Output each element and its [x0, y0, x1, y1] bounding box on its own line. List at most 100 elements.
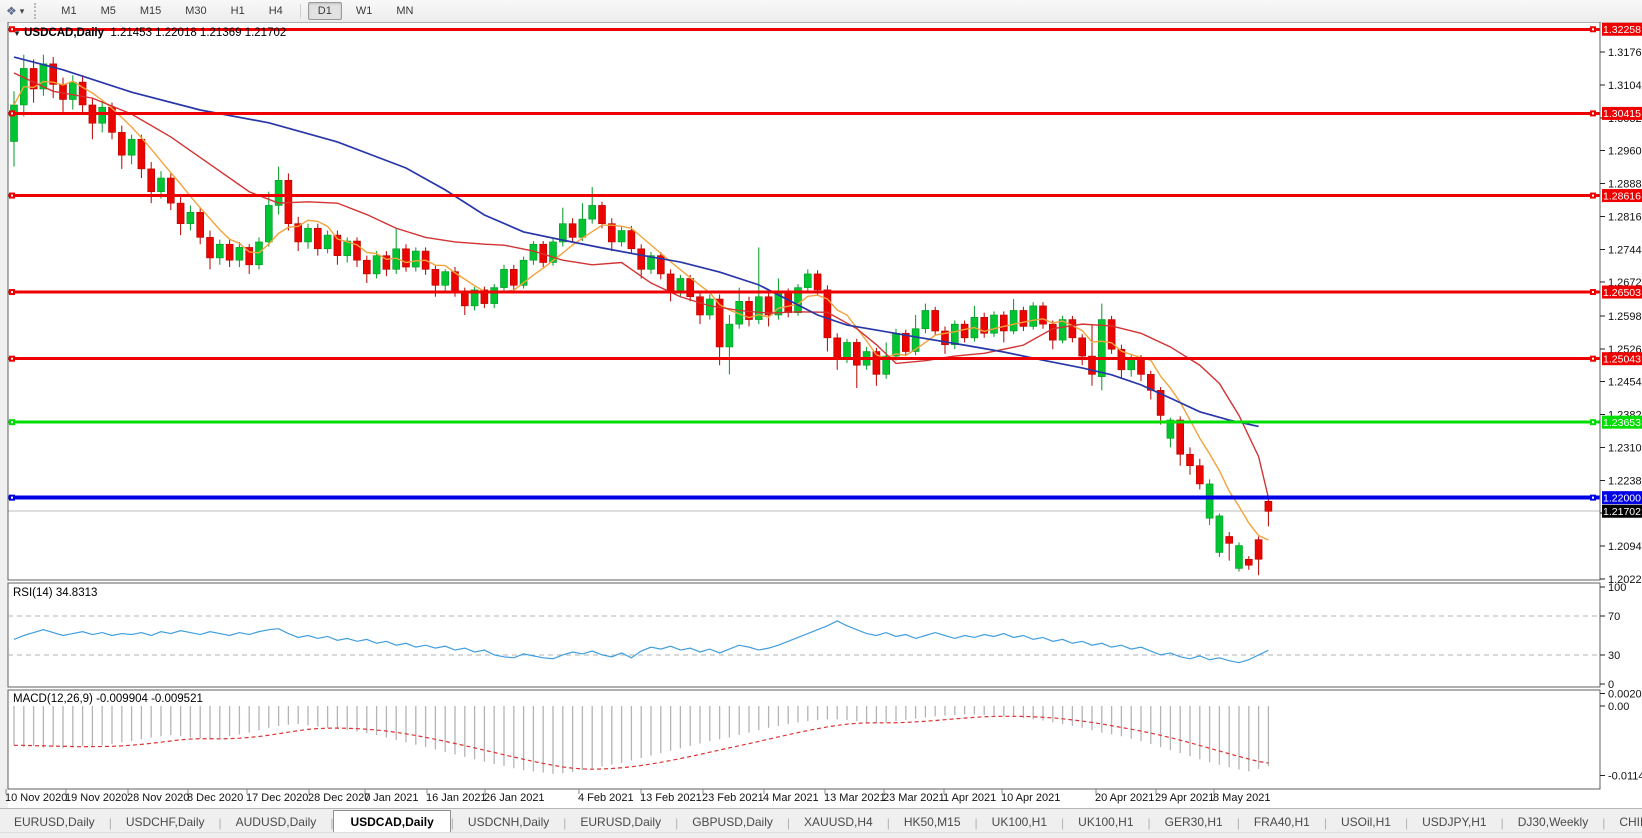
- svg-text:1.23100: 1.23100: [1608, 442, 1642, 454]
- tab-separator: |: [108, 816, 112, 830]
- horizontal-level-line[interactable]: [8, 494, 1600, 501]
- price-level-badge: 1.23653: [1602, 415, 1642, 429]
- price-level-badge: 1.21702: [1602, 504, 1642, 518]
- symbol-tab-uk100-h1[interactable]: UK100,H1: [1078, 815, 1134, 829]
- timeframe-button-M5[interactable]: M5: [100, 5, 116, 17]
- symbol-tab-usdchf-daily[interactable]: USDCHF,Daily: [125, 815, 205, 829]
- symbol-tab-usdjpy-h1[interactable]: USDJPY,H1: [1422, 815, 1487, 829]
- symbol-tab-usdcad-daily[interactable]: USDCAD,Daily: [333, 810, 451, 833]
- timeframe-buttons: M1 M5 M15 M30 H1 H4 D1 W1 MN: [49, 2, 425, 20]
- symbol-tab-fra40-h1[interactable]: FRA40,H1: [1253, 815, 1310, 829]
- symbol-tab-eurusd-daily[interactable]: EURUSD,Daily: [580, 815, 662, 829]
- symbol-tab-uk100-h1[interactable]: UK100,H1: [991, 815, 1048, 829]
- chevron-down-icon[interactable]: ▾: [19, 5, 25, 16]
- timeframe-button-MN[interactable]: MN: [396, 5, 414, 17]
- svg-text:1.24540: 1.24540: [1608, 377, 1642, 389]
- symbol-tab-usdcnh-daily[interactable]: USDCNH,Daily: [467, 815, 550, 829]
- svg-text:1.22000: 1.22000: [1603, 492, 1641, 504]
- svg-text:29 Apr 2021: 29 Apr 2021: [1155, 792, 1214, 804]
- symbol-tab-dj30-weekly[interactable]: DJ30,Weekly: [1517, 815, 1589, 829]
- svg-text:17 Dec 2020: 17 Dec 2020: [246, 792, 308, 804]
- svg-text:10 Nov 2020: 10 Nov 2020: [5, 792, 67, 804]
- price-level-badge: 1.30415: [1602, 106, 1642, 120]
- symbol-tab-eurusd-daily[interactable]: EURUSD,Daily: [14, 815, 95, 829]
- svg-text:10 Apr 2021: 10 Apr 2021: [1001, 792, 1060, 804]
- symbol-tab-audusd-daily[interactable]: AUDUSD,Daily: [235, 815, 317, 829]
- ma-mid-line: [13, 72, 1270, 498]
- svg-text:26 Jan 2021: 26 Jan 2021: [484, 792, 545, 804]
- macd-panel: 0.0020740.00 -0.011462: [13, 688, 1642, 782]
- price-level-badge: 1.26503: [1602, 285, 1642, 299]
- timeframe-button-W1[interactable]: W1: [355, 5, 373, 17]
- svg-text:70: 70: [1608, 611, 1620, 623]
- symbol-tab-xauusd-h4[interactable]: XAUUSD,H4: [804, 815, 873, 829]
- timeframe-button-M30[interactable]: M30: [185, 5, 207, 17]
- svg-text:13 Feb 2021: 13 Feb 2021: [640, 792, 702, 804]
- symbol-tab-gbpusd-daily[interactable]: GBPUSD,Daily: [692, 815, 773, 829]
- price-level-badge: 1.28616: [1602, 189, 1642, 202]
- tab-separator: |: [1147, 816, 1151, 830]
- svg-text:20 Apr 2021: 20 Apr 2021: [1095, 792, 1154, 804]
- macd-panel-border: [7, 689, 1601, 790]
- symbol-tab-ger30-h1[interactable]: GER30,H1: [1164, 815, 1223, 829]
- ma-slow-line: [13, 56, 1259, 428]
- tab-separator: |: [330, 816, 334, 830]
- svg-text:23 Mar 2021: 23 Mar 2021: [883, 792, 945, 804]
- timeframe-button-D1[interactable]: D1: [307, 2, 342, 20]
- svg-text:1.29600: 1.29600: [1608, 146, 1642, 158]
- svg-text:0.00: 0.00: [1608, 701, 1629, 713]
- tab-separator: |: [1404, 816, 1409, 830]
- horizontal-level-line[interactable]: [8, 110, 1600, 117]
- price-level-badge: 1.22000: [1602, 491, 1642, 504]
- tab-separator: |: [1236, 816, 1240, 830]
- horizontal-level-line[interactable]: [8, 419, 1600, 426]
- timeframe-button-M15[interactable]: M15: [139, 5, 162, 17]
- svg-text:7 Jan 2021: 7 Jan 2021: [364, 792, 418, 804]
- svg-text:1.20940: 1.20940: [1608, 541, 1642, 553]
- timeframe-button-M1[interactable]: M1: [61, 5, 77, 17]
- svg-text:30: 30: [1608, 650, 1620, 662]
- collapse-arrow-icon[interactable]: ▼: [13, 29, 21, 38]
- timeframe-button-H4[interactable]: H4: [268, 5, 283, 17]
- price-level-badge: 1.32258: [1602, 22, 1642, 36]
- horizontal-level-line[interactable]: [8, 26, 1600, 33]
- svg-text:23 Feb 2021: 23 Feb 2021: [702, 792, 764, 804]
- horizontal-level-line[interactable]: [8, 355, 1600, 362]
- tab-separator: |: [450, 816, 454, 830]
- tab-separator: |: [1602, 816, 1606, 830]
- top-toolbar: ❖ ▾ M1 M5 M15 M30 H1 H4 D1 W1 MN: [0, 0, 1642, 23]
- svg-text:1.31040: 1.31040: [1608, 80, 1642, 92]
- tab-separator: |: [1500, 816, 1504, 830]
- symbol-tab-hk50-m15[interactable]: HK50,M15: [903, 815, 961, 829]
- chart-title: ▼ USDCAD,Daily 1.21453 1.22018 1.21369 1…: [13, 27, 286, 39]
- symbol-tab-usoil-h1[interactable]: USOil,H1: [1340, 815, 1391, 829]
- svg-text:1.31760: 1.31760: [1608, 47, 1642, 59]
- svg-text:8 May 2021: 8 May 2021: [1213, 792, 1270, 804]
- timeframe-button-H1[interactable]: H1: [230, 5, 245, 17]
- chart-windows-icon[interactable]: ❖: [6, 4, 17, 18]
- symbol-period-label: USDCAD,Daily: [24, 27, 105, 39]
- price-axis: 1.317601.310401.303201.296001.288801.281…: [1600, 22, 1642, 586]
- rsi-panel: 100 70 30 0: [8, 582, 1626, 691]
- svg-text:1.27440: 1.27440: [1608, 244, 1642, 256]
- left-gutter: [0, 22, 8, 808]
- svg-text:28 Dec 2020: 28 Dec 2020: [308, 792, 370, 804]
- svg-text:-0.011462: -0.011462: [1608, 770, 1642, 782]
- chart-canvas[interactable]: 1.317601.310401.303201.296001.288801.281…: [0, 22, 1642, 808]
- tab-separator: |: [974, 816, 978, 830]
- symbol-tab-china300-h1[interactable]: CHINA300,H1: [1619, 815, 1642, 829]
- toolbar-separator: [299, 4, 301, 18]
- svg-text:13 Mar 2021: 13 Mar 2021: [824, 792, 886, 804]
- tab-separator: |: [886, 816, 890, 830]
- price-level-badge: 1.25043: [1602, 352, 1642, 365]
- bottom-strip: [0, 832, 1642, 838]
- tab-separator: |: [786, 816, 791, 830]
- macd-signal-line: [14, 715, 1269, 770]
- svg-text:1.26503: 1.26503: [1603, 287, 1641, 299]
- tab-separator: |: [563, 816, 567, 830]
- rsi-label: RSI(14) 34.8313: [13, 587, 98, 599]
- horizontal-level-line[interactable]: [8, 192, 1600, 199]
- toolbar-grip[interactable]: [34, 3, 39, 19]
- horizontal-level-line[interactable]: [8, 289, 1600, 296]
